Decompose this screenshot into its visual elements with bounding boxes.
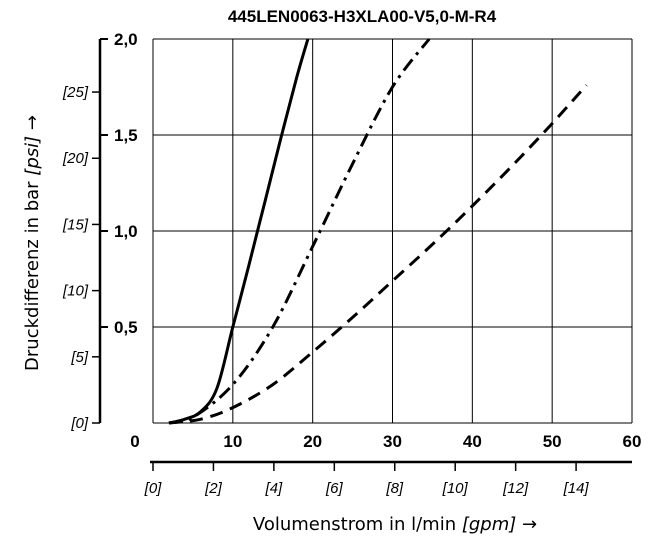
y-tick-label: 0,5 — [114, 318, 138, 337]
y2-tick-label: [5] — [70, 349, 89, 366]
y2-tick-label: [0] — [70, 415, 89, 432]
x-tick-label: 10 — [223, 432, 242, 451]
x-tick-label: 20 — [303, 432, 322, 451]
x-tick-label: 40 — [463, 432, 482, 451]
x-axis-title: Volumenstrom in l/min [gpm] → — [253, 514, 537, 535]
y2-tick-label: [20] — [62, 150, 89, 167]
x2-tick-label: [2] — [204, 480, 223, 497]
x2-tick-label: [12] — [502, 480, 529, 497]
x-axis-title-arrow: → — [516, 514, 537, 535]
series-line-dash-dot — [168, 38, 431, 425]
x2-tick-label: [14] — [563, 480, 590, 497]
x2-tick-label: [4] — [265, 480, 284, 497]
plot-grid — [152, 38, 633, 424]
axes — [92, 38, 632, 471]
y2-tick-label: [25] — [62, 84, 89, 101]
y2-tick-label: [10] — [62, 283, 89, 300]
x-tick-label: 60 — [623, 432, 642, 451]
x2-tick-label: [6] — [325, 480, 344, 497]
chart-title: 445LEN0063-H3XLA00-V5,0-M-R4 — [228, 7, 497, 26]
y-axis-title-text: Druckdifferenz in bar — [22, 176, 43, 371]
series-line-dashed — [168, 84, 588, 425]
y-axis-title: Druckdifferenz in bar [psi] → — [22, 115, 43, 371]
y-tick-label: 1,0 — [114, 222, 138, 241]
x2-tick-label: [0] — [144, 480, 163, 497]
x-axis-title-text: Volumenstrom in l/min — [253, 514, 462, 535]
x-tick-label: 50 — [543, 432, 562, 451]
y-tick-label: 1,5 — [114, 126, 138, 145]
x-axis-title-unit: [gpm] — [462, 514, 516, 535]
y-axis-title-unit: [psi] — [22, 136, 43, 176]
x2-tick-label: [8] — [385, 480, 404, 497]
y2-tick-label: [15] — [62, 216, 89, 233]
x-tick-label: 30 — [383, 432, 402, 451]
x2-tick-label: [10] — [442, 480, 469, 497]
x-tick-label: 0 — [130, 432, 139, 451]
data-series — [168, 38, 588, 425]
y-tick-label: 2,0 — [114, 30, 138, 49]
y-axis-title-arrow: → — [22, 115, 43, 136]
series-line-solid — [168, 38, 310, 425]
tick-labels: 0,5 1,0 1,5 2,0 [0] [5] [10] [15] [20] [25] 0 10 20 3… — [62, 30, 641, 497]
